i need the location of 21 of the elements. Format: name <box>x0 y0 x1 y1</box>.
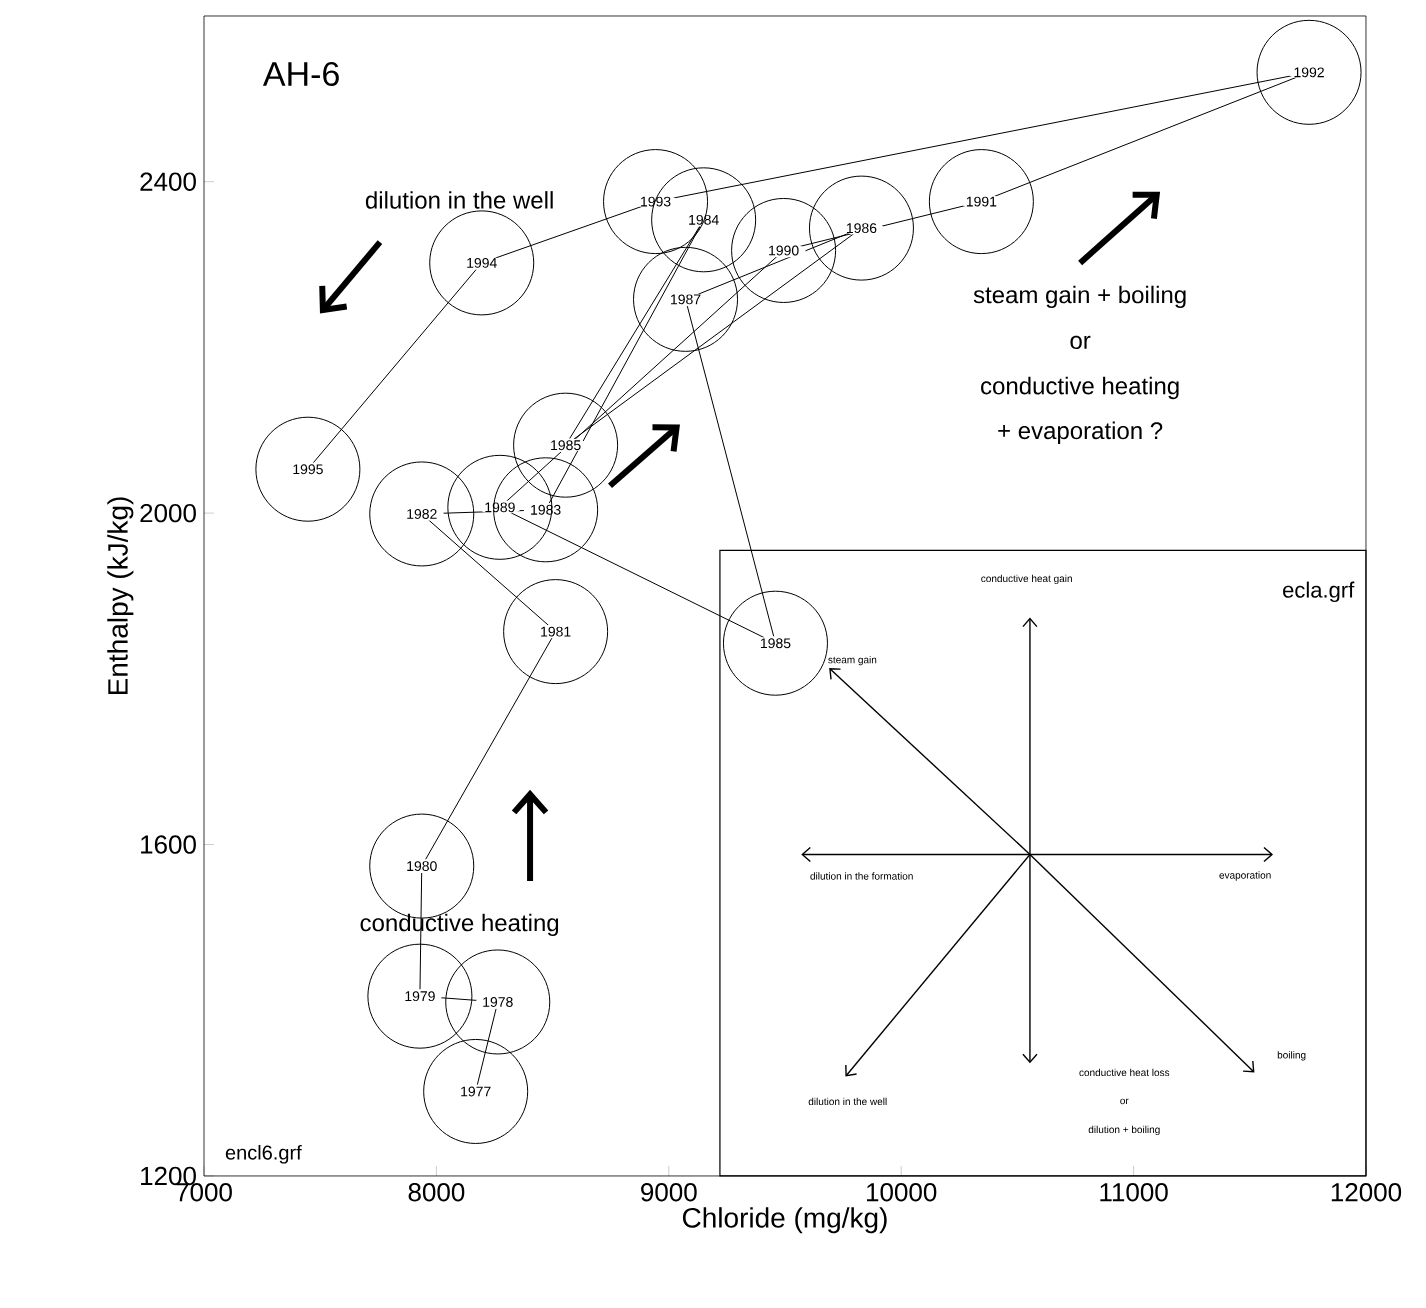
y-tick-label: 1600 <box>141 835 196 854</box>
y-tick-label: 2000 <box>140 503 196 523</box>
annotation: + evaporation ? <box>998 421 1163 444</box>
x-tick-label: 10000 <box>867 1183 937 1202</box>
annotation: dilution in the well <box>365 191 553 209</box>
x-tick-label: 11000 <box>1100 1183 1168 1202</box>
x-tick-label: 9000 <box>641 1183 697 1202</box>
x-axis-title: Chloride (mg/kg) <box>682 1207 887 1234</box>
annotation: ecla.grf <box>1283 581 1355 603</box>
annotation: or <box>1070 335 1091 349</box>
y-tick-label: 2400 <box>140 172 196 191</box>
annotation: conductive heating <box>981 376 1179 400</box>
x-tick-label: 8000 <box>408 1183 465 1202</box>
x-tick-label: 7000 <box>176 1183 232 1202</box>
y-axis-title: Enthalpy (kJ/kg) <box>107 497 134 695</box>
y-tick-label: 1200 <box>141 1166 196 1186</box>
x-tick-label: 12000 <box>1331 1183 1402 1202</box>
annotation: encl6.grf <box>225 1144 302 1164</box>
annotation: AH-6 <box>262 61 339 87</box>
annotation: steam gain + boiling <box>973 285 1186 309</box>
annotation: conductive heating <box>360 913 559 937</box>
